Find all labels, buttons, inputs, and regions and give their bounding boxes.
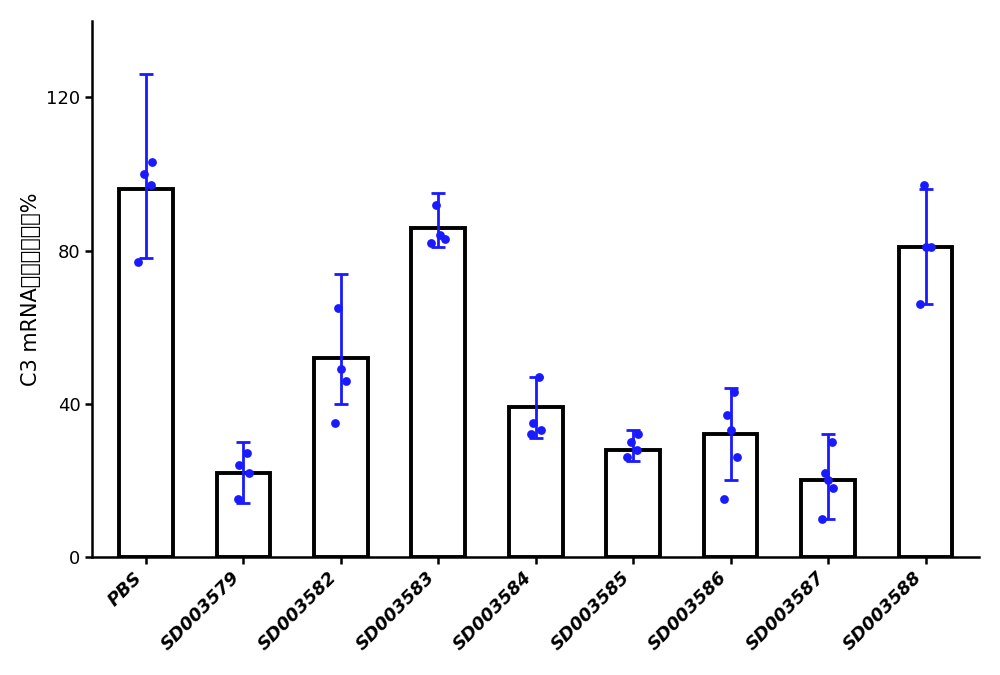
Point [239,448,255,459]
Point [437,234,453,244]
Point [432,230,448,240]
Point [523,429,539,439]
Bar [217,472,270,557]
Point [918,241,934,252]
Point [230,494,246,505]
Point [814,513,830,524]
Bar [606,450,660,557]
Point [144,157,160,168]
Point [820,475,836,485]
Point [923,241,939,252]
Bar [509,408,563,557]
Point [630,429,646,439]
Point [136,169,152,180]
Bar [704,434,757,557]
Point [428,199,444,210]
Point [716,494,732,505]
Point [825,483,841,493]
Point [629,444,645,455]
Point [423,238,439,248]
Bar [411,227,465,557]
Point [241,467,257,478]
Point [333,364,349,375]
Point [719,410,735,421]
Point [533,425,549,436]
Point [143,180,159,191]
Point [231,460,247,470]
Point [726,387,742,398]
Point [330,302,346,313]
Point [912,299,928,310]
Point [130,256,146,267]
Bar [119,189,173,557]
Point [723,425,739,436]
Point [531,371,547,382]
Point [824,437,840,448]
Y-axis label: C3 mRNA剩余表达水平%: C3 mRNA剩余表达水平% [21,192,41,385]
Bar [314,358,368,557]
Bar [899,246,952,557]
Point [327,417,343,428]
Point [817,467,833,478]
Point [729,452,745,462]
Point [916,180,932,191]
Point [619,452,635,462]
Point [338,375,354,386]
Bar [801,480,855,557]
Point [623,437,639,448]
Point [525,417,541,428]
